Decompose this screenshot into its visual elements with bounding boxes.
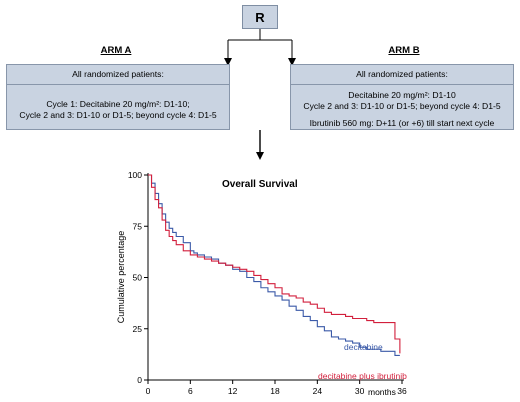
x-axis-label: months <box>368 387 396 397</box>
series-line-decitabine-plus-ibrutinib <box>148 174 401 354</box>
chart-axes: 0 25 50 75 100 0 6 12 18 24 30 36 <box>128 170 407 396</box>
randomization-box: R <box>242 5 278 29</box>
x-tick-label: 18 <box>270 386 280 396</box>
y-tick-label: 0 <box>137 375 142 385</box>
x-tick-label: 0 <box>146 386 151 396</box>
y-tick-label: 75 <box>133 221 143 231</box>
legend-decitabine: decitabine <box>344 342 383 352</box>
y-axis-label: Cumulative percentage <box>116 231 126 324</box>
y-tick-label: 25 <box>133 324 143 334</box>
arm-b-line: Ibrutinib 560 mg: D+11 (or +6) till star… <box>309 118 495 128</box>
legend-decitabine-plus-ibrutinib: decitabine plus ibrutinib <box>318 371 407 381</box>
arm-b-line: Cycle 2 and 3: D1-10 or D1-5; beyond cyc… <box>303 101 501 111</box>
arm-b-line: Decitabine 20 mg/m²: D1-10 <box>348 90 456 100</box>
arm-a-line: Cycle 1: Decitabine 20 mg/m²: D1-10; <box>46 99 190 109</box>
arm-b-title: ARM B <box>388 45 420 56</box>
arm-b-header: All randomized patients: <box>291 65 513 85</box>
series-line-decitabine <box>148 174 400 356</box>
arm-b-box: All randomized patients: Decitabine 20 m… <box>290 64 514 130</box>
arm-a-line: Cycle 2 and 3: D1-10 or D1-5; beyond cyc… <box>19 110 217 120</box>
x-tick-label: 24 <box>313 386 323 396</box>
y-tick-label: 50 <box>133 273 143 283</box>
x-tick-label: 12 <box>228 386 238 396</box>
arm-a-header: All randomized patients: <box>7 65 229 85</box>
chart-series <box>148 174 401 356</box>
x-tick-label: 6 <box>188 386 193 396</box>
x-tick-label: 30 <box>355 386 365 396</box>
randomization-label: R <box>255 9 265 25</box>
chart-title: Overall Survival <box>222 179 298 190</box>
x-tick-label: 36 <box>397 386 407 396</box>
arm-a-box: All randomized patients: Cycle 1: Decita… <box>6 64 230 130</box>
y-tick-label: 100 <box>128 170 142 180</box>
arm-a-title: ARM A <box>100 45 132 56</box>
